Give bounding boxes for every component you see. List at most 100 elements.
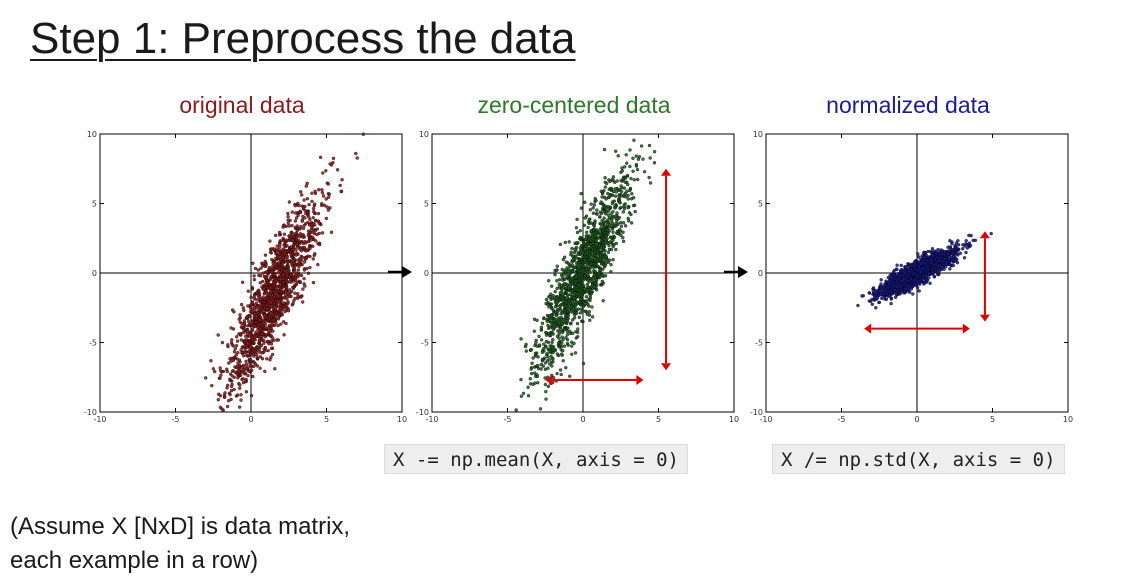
scatter-point xyxy=(241,330,246,335)
scatter-point xyxy=(313,252,317,256)
scatter-point xyxy=(579,263,583,267)
scatter-point xyxy=(876,288,881,293)
scatter-point xyxy=(566,326,570,330)
scatter-point xyxy=(964,250,968,255)
scatter-point xyxy=(246,365,250,369)
scatter-point xyxy=(550,326,555,330)
scatter-point xyxy=(303,208,307,213)
scatter-point xyxy=(951,252,955,256)
scatter-point xyxy=(232,355,237,359)
scatter-point xyxy=(551,357,555,361)
scatter-point xyxy=(235,393,240,397)
scatter-point xyxy=(599,226,603,230)
scatter-point xyxy=(361,132,366,136)
scatter-point xyxy=(562,318,566,322)
scatter-point xyxy=(916,275,920,279)
y-tick-label: 10 xyxy=(753,130,763,139)
scatter-point xyxy=(557,282,561,286)
scatter-point xyxy=(566,343,570,347)
scatter-point xyxy=(524,349,528,353)
scatter-point xyxy=(297,264,301,269)
scatter-point xyxy=(301,226,306,231)
scatter-point xyxy=(547,358,551,362)
scatter-point xyxy=(539,338,544,342)
scatter-point xyxy=(565,274,569,279)
scatter-point xyxy=(313,189,317,193)
scatter-point xyxy=(652,161,657,165)
scatter-point xyxy=(575,230,580,235)
scatter-point xyxy=(564,336,568,340)
scatter-point xyxy=(544,389,548,394)
plot-zero-centered: zero-centered data -10 -5 0 5 10 -10 -5 0 5 10 xyxy=(404,92,744,426)
scatter-point xyxy=(265,270,269,274)
scatter-point xyxy=(282,333,286,337)
scatter-point xyxy=(577,260,581,265)
scatter-point xyxy=(907,270,911,274)
scatter-point xyxy=(355,156,359,160)
scatter-point xyxy=(938,259,942,263)
scatter-point xyxy=(274,256,278,260)
scatter-point xyxy=(599,222,603,226)
scatter-point xyxy=(250,301,255,305)
scatter-point xyxy=(251,352,256,356)
scatter-point xyxy=(302,277,306,281)
scatter-point xyxy=(321,194,326,198)
scatter-point xyxy=(246,324,250,328)
right-arrow-icon xyxy=(724,266,748,278)
scatter-point xyxy=(886,280,890,284)
scatter-point xyxy=(912,264,916,268)
scatter-point xyxy=(892,273,897,277)
scatter-point xyxy=(270,270,274,274)
scatter-point xyxy=(642,170,647,174)
scatter-point xyxy=(542,316,546,321)
scatter-point xyxy=(258,366,262,370)
scatter-point xyxy=(534,341,538,345)
scatter-point xyxy=(593,269,597,274)
scatter-point xyxy=(609,212,613,216)
scatter-point xyxy=(232,350,237,354)
x-tick-label: 10 xyxy=(1063,415,1073,424)
scatter-point xyxy=(339,189,343,194)
scatter-point xyxy=(550,284,554,288)
scatter-point xyxy=(563,240,567,245)
scatter-point xyxy=(569,340,574,344)
scatter-point xyxy=(318,155,323,160)
scatter-point xyxy=(619,184,623,188)
scatter-point xyxy=(559,315,564,320)
scatter-point xyxy=(251,261,255,265)
scatter-point xyxy=(287,200,292,204)
scatter-point xyxy=(519,394,524,398)
plot-title-original: original data xyxy=(179,92,305,118)
scatter-point xyxy=(962,256,967,260)
scatter-point xyxy=(579,191,583,196)
scatter-point xyxy=(910,272,915,277)
scatter-point xyxy=(306,239,310,244)
scatter-point xyxy=(570,352,574,356)
scatter-point xyxy=(295,251,299,255)
scatter-point xyxy=(311,206,316,211)
scatter-point xyxy=(543,376,547,380)
scatter-point xyxy=(539,325,544,329)
scatter-point xyxy=(312,237,316,242)
scatter-point xyxy=(329,230,334,234)
scatter-point xyxy=(555,264,559,268)
scatter-point xyxy=(265,307,269,311)
scatter-point xyxy=(299,190,303,194)
scatter-point xyxy=(236,361,240,365)
scatter-point xyxy=(574,245,579,250)
scatter-point xyxy=(921,261,925,265)
scatter-point xyxy=(260,332,264,336)
scatter-chart-zero-centered: -10 -5 0 5 10 -10 -5 0 5 10 xyxy=(416,130,739,424)
scatter-point xyxy=(562,282,567,286)
scatter-point xyxy=(593,253,597,257)
scatter-point xyxy=(590,305,594,309)
scatter-point xyxy=(611,175,616,179)
scatter-point xyxy=(589,202,593,206)
scatter-point xyxy=(574,256,579,260)
scatter-point xyxy=(590,265,595,269)
scatter-point xyxy=(587,310,591,314)
scatter-point xyxy=(622,193,626,197)
scatter-point xyxy=(625,161,629,165)
scatter-point xyxy=(307,244,312,248)
scatter-point xyxy=(265,357,269,361)
